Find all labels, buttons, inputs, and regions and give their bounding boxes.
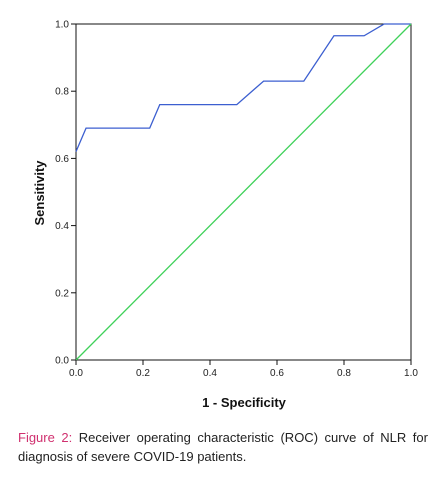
y-tick-label: 0.2 [55, 288, 69, 299]
y-tick-label: 1.0 [55, 20, 69, 31]
y-tick-label: 0.4 [55, 221, 69, 232]
x-axis-title: 1 - Specificity [202, 395, 287, 410]
plot-frame [75, 23, 412, 361]
x-tick-label: 1.0 [404, 368, 418, 379]
x-tick-label: 0.8 [337, 368, 351, 379]
y-axis-title: Sensitivity [32, 160, 47, 226]
figure-caption: Figure 2: Receiver operating characteris… [18, 428, 428, 466]
reference-diagonal-line [75, 23, 412, 361]
x-tick-label: 0.4 [203, 368, 217, 379]
roc-curve-line [75, 23, 411, 152]
y-tick-label: 0.8 [55, 87, 69, 98]
caption-label: Figure 2: [18, 430, 73, 445]
caption-text: Receiver operating characteristic (ROC) … [18, 430, 428, 464]
roc-chart: 0.0 0.2 0.4 0.6 0.8 1.0 0.0 0.2 0.4 0.6 0.8 1.0 1 -… [32, 20, 418, 411]
x-tick-label: 0.2 [136, 368, 150, 379]
x-tick-label: 0.0 [69, 368, 83, 379]
y-tick-label: 0.0 [55, 356, 69, 367]
x-tick-label: 0.6 [270, 368, 284, 379]
y-tick-label: 0.6 [55, 154, 69, 165]
